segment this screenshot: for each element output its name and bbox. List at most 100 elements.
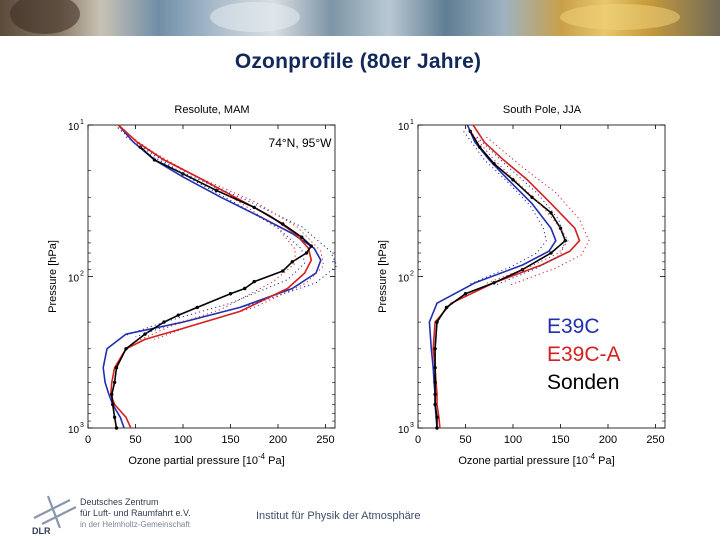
sonden-data-point bbox=[492, 161, 496, 166]
sonden-data-point bbox=[530, 195, 534, 199]
x-tick-label: 150 bbox=[551, 434, 569, 446]
sonden-data-point bbox=[444, 305, 449, 310]
legend-entry: Sonden bbox=[547, 371, 619, 394]
x-tick-label: 100 bbox=[174, 434, 192, 446]
logo-line-1: Deutsches Zentrum bbox=[80, 497, 159, 507]
sonden-data-point bbox=[435, 426, 439, 430]
sonden-data-point bbox=[435, 415, 439, 420]
sonden-data-point bbox=[492, 281, 496, 285]
sonden-data-point bbox=[214, 188, 218, 193]
x-tick-label: 100 bbox=[504, 434, 522, 446]
x-tick-label: 50 bbox=[129, 434, 141, 446]
sonden-data-point bbox=[433, 392, 437, 397]
y-tick-label: 10 bbox=[68, 122, 80, 133]
sonden-data-point bbox=[549, 251, 553, 255]
legend-entry: E39C-A bbox=[547, 343, 621, 366]
sonden-data-point bbox=[114, 366, 119, 370]
sonden-data-point bbox=[433, 366, 437, 370]
banner-decoration bbox=[560, 4, 680, 30]
sonden-data-point bbox=[110, 392, 114, 397]
plot-frame bbox=[87, 124, 336, 429]
series-line-sonden bbox=[111, 146, 313, 429]
sonden-data-point bbox=[252, 279, 256, 284]
sonden-data-point bbox=[563, 238, 567, 243]
sonden-data-point bbox=[300, 235, 304, 239]
y-tick-exponent: 1 bbox=[80, 119, 84, 126]
series-line-e39c-spread-upper bbox=[125, 136, 338, 338]
dlr-abbrev: DLR bbox=[32, 526, 51, 536]
sonden-data-point bbox=[162, 320, 166, 324]
x-tick-label: 150 bbox=[221, 434, 239, 446]
banner-decoration bbox=[210, 2, 300, 32]
sonden-data-point bbox=[549, 211, 553, 215]
chart-title: Resolute, MAM bbox=[174, 104, 249, 116]
y-tick-exponent: 1 bbox=[410, 119, 414, 126]
x-tick-label: 50 bbox=[459, 434, 471, 446]
sonden-data-point bbox=[112, 380, 117, 385]
sonden-data-point bbox=[281, 222, 285, 226]
footer-institute: Institut für Physik der Atmosphäre bbox=[256, 510, 421, 522]
x-tick-label: 200 bbox=[599, 434, 617, 446]
y-tick-label: 10 bbox=[398, 122, 410, 133]
series-line-sonden bbox=[434, 130, 567, 428]
dlr-emblem-icon: DLR bbox=[32, 495, 77, 536]
y-tick-exponent: 2 bbox=[80, 271, 84, 278]
x-tick-label: 200 bbox=[269, 434, 287, 446]
sonden-data-point bbox=[468, 129, 472, 133]
series-line-e39c bbox=[428, 124, 557, 429]
y-tick-label: 10 bbox=[398, 425, 410, 436]
legend-entry: E39C bbox=[547, 315, 600, 338]
series-line-e39c bbox=[102, 124, 322, 429]
y-tick-exponent: 2 bbox=[410, 271, 414, 278]
sonden-data-point bbox=[290, 260, 294, 264]
y-axis-label: Pressure [hPa] bbox=[377, 240, 389, 313]
sonden-data-point bbox=[433, 380, 437, 385]
sonden-data-point bbox=[304, 251, 309, 255]
location-annotation: 74°N, 95°W bbox=[269, 136, 333, 150]
y-axis-label: Pressure [hPa] bbox=[47, 240, 59, 313]
x-tick-label: 0 bbox=[85, 434, 91, 446]
dlr-logo: DLR bbox=[30, 492, 220, 536]
y-tick-label: 10 bbox=[398, 274, 410, 285]
chart-title: South Pole, JJA bbox=[503, 104, 582, 116]
sonden-data-point bbox=[252, 205, 256, 210]
banner-decoration bbox=[10, 0, 80, 34]
sonden-data-point bbox=[124, 347, 128, 351]
sonden-data-point bbox=[176, 313, 180, 317]
plot-frame bbox=[417, 124, 666, 429]
x-tick-label: 250 bbox=[316, 434, 334, 446]
sonden-data-point bbox=[111, 402, 115, 407]
sonden-data-point bbox=[228, 292, 233, 296]
logo-line-2: für Luft- und Raumfahrt e.V. bbox=[80, 508, 191, 518]
series-line-e39c-a bbox=[110, 124, 313, 429]
x-axis-label: Ozone partial pressure [10-4 Pa] bbox=[128, 452, 284, 467]
x-tick-label: 0 bbox=[415, 434, 421, 446]
sonden-data-point bbox=[463, 292, 468, 296]
sonden-data-point bbox=[114, 426, 119, 430]
series-line-e39c-spread-lower bbox=[114, 124, 306, 338]
dlr-logo-text: Deutsches Zentrum für Luft- und Raumfahr… bbox=[80, 497, 191, 530]
x-tick-label: 250 bbox=[646, 434, 664, 446]
y-tick-label: 10 bbox=[68, 425, 80, 436]
y-tick-exponent: 3 bbox=[410, 422, 414, 429]
sonden-data-point bbox=[435, 320, 439, 324]
sonden-data-point bbox=[152, 158, 157, 162]
y-tick-label: 10 bbox=[68, 274, 80, 285]
sonden-data-point bbox=[281, 269, 285, 273]
sonden-data-point bbox=[112, 415, 117, 420]
legend: E39C E39C-A Sonden bbox=[547, 315, 621, 394]
sonden-data-point bbox=[243, 286, 247, 291]
y-tick-exponent: 3 bbox=[80, 422, 84, 429]
series-line-e39c-spread-lower bbox=[463, 131, 547, 285]
sonden-data-point bbox=[143, 332, 147, 336]
sonden-data-point bbox=[478, 145, 482, 149]
sonden-data-point bbox=[195, 305, 199, 310]
x-axis-label: Ozone partial pressure [10-4 Pa] bbox=[458, 452, 614, 467]
sonden-data-point bbox=[433, 347, 437, 351]
logo-line-3: in der Helmholtz-Gemeinschaft bbox=[80, 520, 190, 529]
series-line-e39c-a-spread-upper bbox=[125, 136, 325, 340]
sonden-data-point bbox=[511, 178, 515, 182]
